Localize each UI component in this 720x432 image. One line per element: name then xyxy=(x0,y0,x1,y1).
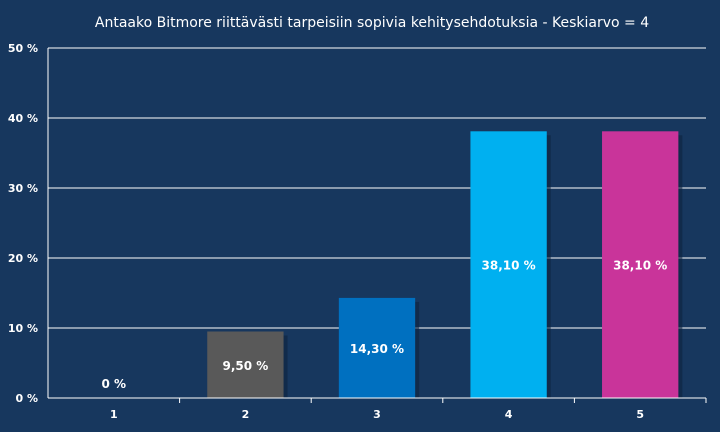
data-label: 38,10 % xyxy=(613,259,667,273)
data-label: 14,30 % xyxy=(350,342,404,356)
chart-title: Antaako Bitmore riittävästi tarpeisiin s… xyxy=(95,15,649,31)
y-tick-label: 50 % xyxy=(8,42,38,55)
x-tick-label: 5 xyxy=(636,408,644,421)
data-label: 9,50 % xyxy=(222,359,268,373)
x-tick-label: 1 xyxy=(110,408,118,421)
bars: 0 % 9,50 % 14,30 % 38,10 % 38,10 % xyxy=(102,131,683,399)
data-label: 0 % xyxy=(102,377,127,391)
y-tick-label: 30 % xyxy=(8,182,38,195)
grid-lines xyxy=(48,47,706,329)
y-tick-label: 0 % xyxy=(15,392,38,405)
axes: 0 % 10 % 20 % 30 % 40 % 50 % 1 2 3 4 5 xyxy=(8,42,707,421)
bar xyxy=(338,297,416,398)
data-label: 38,10 % xyxy=(482,259,536,273)
bar xyxy=(470,131,547,399)
y-tick-label: 10 % xyxy=(8,322,38,335)
bar xyxy=(602,131,679,399)
x-tick-label: 3 xyxy=(373,408,381,421)
y-tick-label: 20 % xyxy=(8,252,38,265)
y-tick-label: 40 % xyxy=(8,112,38,125)
bar xyxy=(207,331,284,398)
x-tick-label: 2 xyxy=(242,408,250,421)
x-tick-label: 4 xyxy=(505,408,513,421)
